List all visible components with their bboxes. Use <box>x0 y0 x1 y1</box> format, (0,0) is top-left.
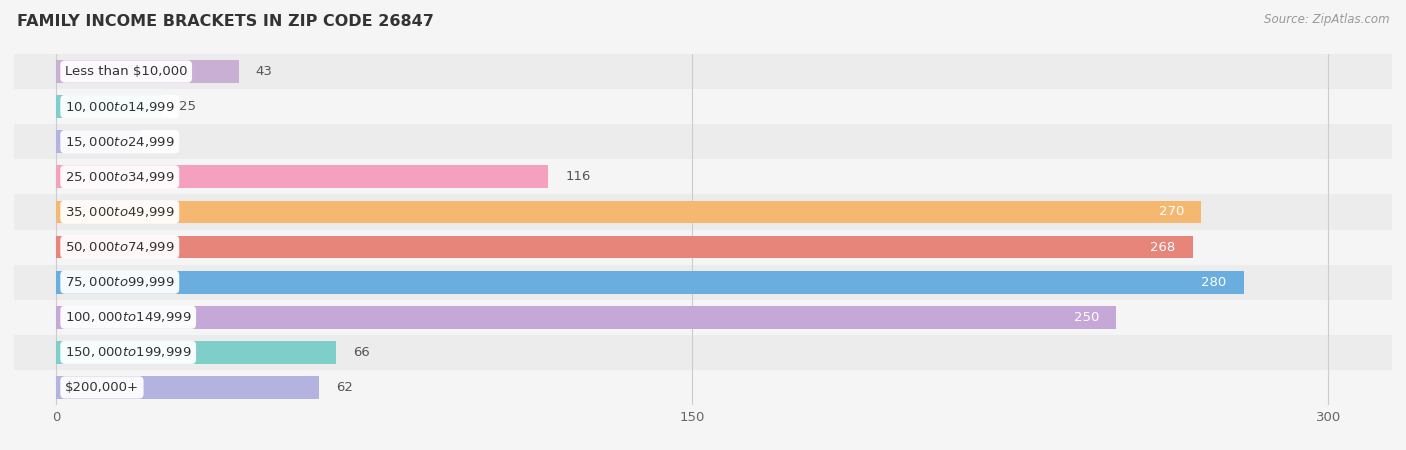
Bar <box>14 159 1392 194</box>
Text: FAMILY INCOME BRACKETS IN ZIP CODE 26847: FAMILY INCOME BRACKETS IN ZIP CODE 26847 <box>17 14 433 28</box>
Text: 66: 66 <box>353 346 370 359</box>
Text: 116: 116 <box>565 171 591 183</box>
Text: 268: 268 <box>1150 241 1175 253</box>
Bar <box>56 166 548 188</box>
Text: 25: 25 <box>180 100 197 113</box>
Text: $35,000 to $49,999: $35,000 to $49,999 <box>65 205 174 219</box>
Text: $25,000 to $34,999: $25,000 to $34,999 <box>65 170 174 184</box>
Text: 20: 20 <box>159 135 176 148</box>
Bar <box>56 306 1116 328</box>
Text: $10,000 to $14,999: $10,000 to $14,999 <box>65 99 174 114</box>
Bar <box>56 341 336 364</box>
Text: Source: ZipAtlas.com: Source: ZipAtlas.com <box>1264 14 1389 27</box>
Text: 62: 62 <box>336 381 353 394</box>
Bar <box>56 236 1192 258</box>
Bar <box>56 95 163 118</box>
Text: $200,000+: $200,000+ <box>65 381 139 394</box>
Bar <box>14 300 1392 335</box>
Bar <box>14 124 1392 159</box>
Text: $15,000 to $24,999: $15,000 to $24,999 <box>65 135 174 149</box>
Text: $50,000 to $74,999: $50,000 to $74,999 <box>65 240 174 254</box>
Bar <box>14 230 1392 265</box>
Bar <box>56 130 141 153</box>
Bar <box>14 54 1392 89</box>
Text: $150,000 to $199,999: $150,000 to $199,999 <box>65 345 191 360</box>
Text: 270: 270 <box>1159 206 1184 218</box>
Text: 43: 43 <box>256 65 273 78</box>
Bar <box>14 370 1392 405</box>
Text: $75,000 to $99,999: $75,000 to $99,999 <box>65 275 174 289</box>
Text: $100,000 to $149,999: $100,000 to $149,999 <box>65 310 191 324</box>
Bar <box>14 89 1392 124</box>
Bar <box>14 194 1392 230</box>
Bar <box>56 376 319 399</box>
Bar <box>14 335 1392 370</box>
Text: Less than $10,000: Less than $10,000 <box>65 65 187 78</box>
Bar <box>14 265 1392 300</box>
Text: 250: 250 <box>1074 311 1099 324</box>
Text: 280: 280 <box>1201 276 1226 288</box>
Bar <box>56 271 1243 293</box>
Bar <box>56 201 1201 223</box>
Bar <box>56 60 239 83</box>
